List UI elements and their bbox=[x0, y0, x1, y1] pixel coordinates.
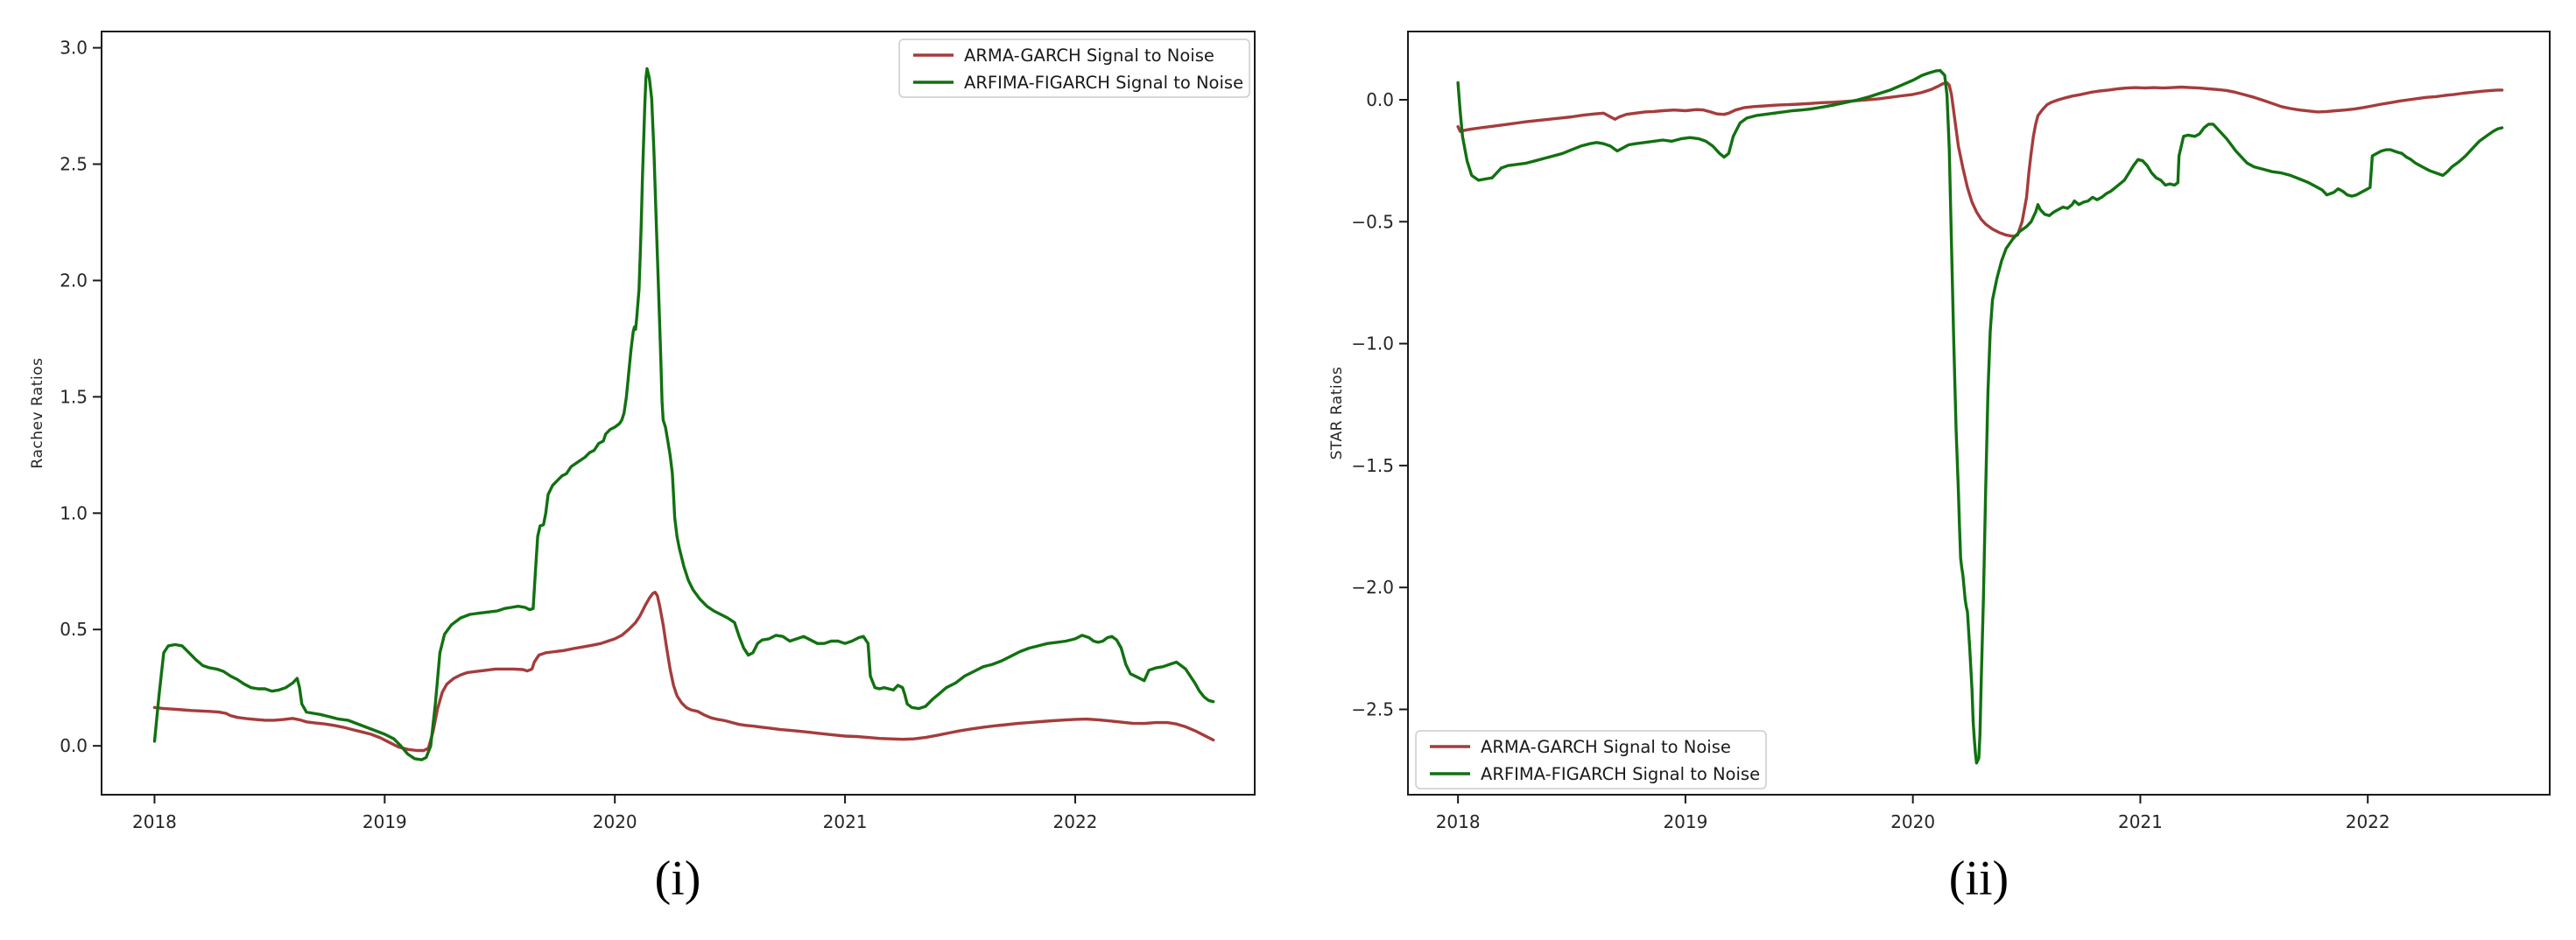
y-tick-label: 1.5 bbox=[60, 386, 88, 407]
legend-label: ARMA-GARCH Signal to Noise bbox=[964, 46, 1214, 66]
y-tick-label: 0.0 bbox=[60, 735, 88, 756]
x-tick-label: 2021 bbox=[2118, 811, 2163, 832]
series-line-arfima bbox=[152, 67, 1215, 761]
series-line-arfima bbox=[1456, 68, 2504, 765]
y-tick-label: 1.0 bbox=[60, 502, 88, 523]
x-tick-label: 2021 bbox=[823, 811, 868, 832]
legend-label: ARFIMA-FIGARCH Signal to Noise bbox=[1481, 764, 1760, 784]
x-tick-label: 2018 bbox=[132, 811, 177, 832]
legend-box bbox=[898, 39, 1250, 98]
y-tick-label: 0.0 bbox=[1366, 89, 1394, 110]
y-axis-label-star: STAR Ratios bbox=[1328, 366, 1346, 460]
y-axis-label-rachev: Rachev Ratios bbox=[29, 357, 46, 469]
series-line-arma bbox=[152, 591, 1215, 753]
x-tick-label: 2020 bbox=[593, 811, 637, 832]
y-tick-label: 2.5 bbox=[60, 154, 88, 175]
series-line-arma bbox=[1456, 81, 2504, 238]
legend-label: ARFIMA-FIGARCH Signal to Noise bbox=[964, 73, 1243, 93]
legend-box bbox=[1415, 730, 1767, 789]
y-tick-label: −2.0 bbox=[1351, 577, 1394, 598]
x-tick-label: 2022 bbox=[1053, 811, 1098, 832]
caption-left: (i) bbox=[654, 852, 701, 906]
x-tick-label: 2018 bbox=[1436, 811, 1481, 832]
y-tick-label: 0.5 bbox=[60, 619, 88, 640]
y-tick-label: −2.5 bbox=[1351, 698, 1394, 719]
plot-frame bbox=[1407, 31, 2551, 796]
x-tick-label: 2020 bbox=[1890, 811, 1935, 832]
caption-right: (ii) bbox=[1948, 852, 2009, 906]
y-tick-label: 3.0 bbox=[60, 38, 88, 59]
legend-label: ARMA-GARCH Signal to Noise bbox=[1481, 737, 1731, 757]
y-tick-label: 2.0 bbox=[60, 270, 88, 291]
y-tick-label: −1.5 bbox=[1351, 455, 1394, 476]
x-tick-label: 2019 bbox=[1663, 811, 1707, 832]
x-tick-label: 2022 bbox=[2346, 811, 2390, 832]
y-tick-label: −1.0 bbox=[1351, 333, 1394, 354]
plot-frame bbox=[101, 31, 1256, 796]
x-tick-label: 2019 bbox=[362, 811, 407, 832]
y-tick-label: −0.5 bbox=[1351, 211, 1394, 232]
